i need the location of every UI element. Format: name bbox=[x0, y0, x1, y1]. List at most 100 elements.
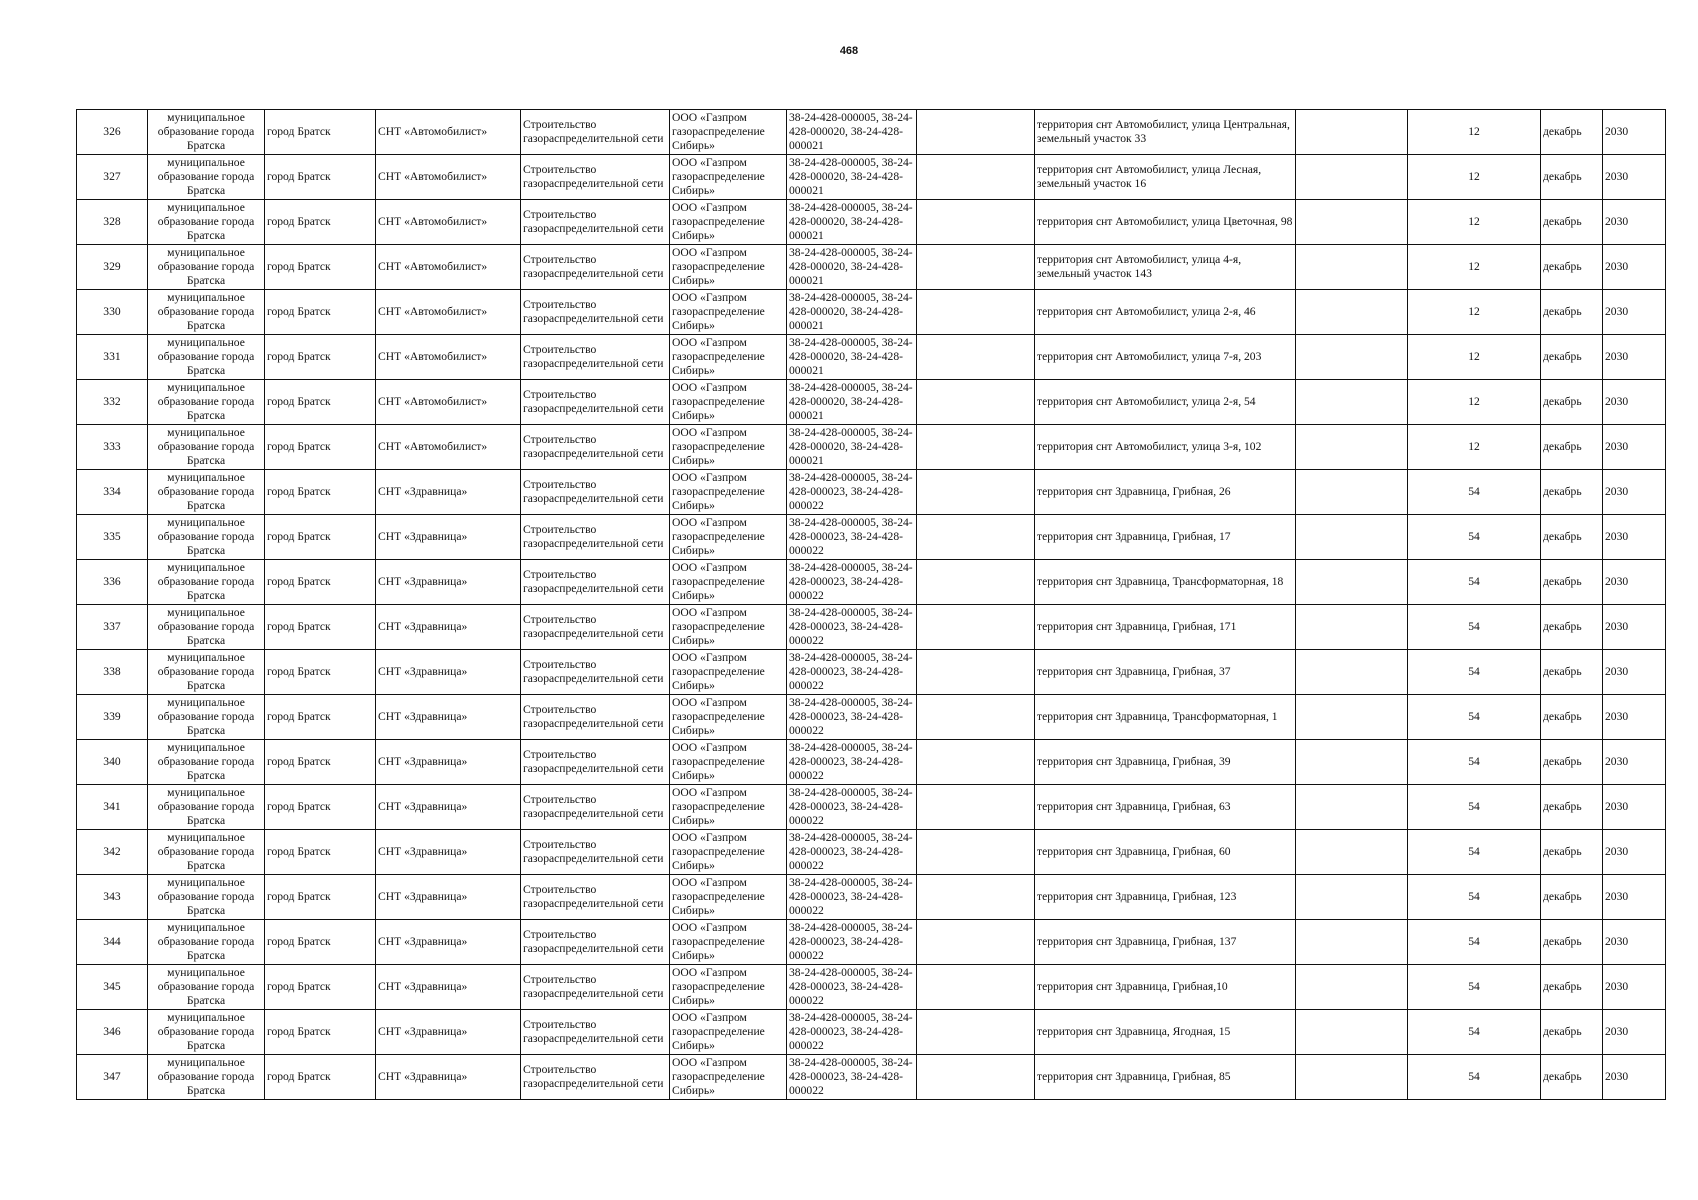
work-type-cell: Строительство газораспределительной сети bbox=[520, 604, 670, 650]
snt-name-cell: СНТ «Здравница» bbox=[375, 964, 521, 1010]
row-number-cell: 333 bbox=[76, 424, 148, 470]
municipality-cell: муниципальное образование города Братска bbox=[147, 1054, 265, 1100]
settlement-cell: город Братск bbox=[264, 964, 376, 1010]
table-row: 344 муниципальное образование города Брат… bbox=[76, 919, 1666, 965]
settlement-cell: город Братск bbox=[264, 784, 376, 830]
cadastral-numbers-cell: 38-24-428-000005, 38-24-428-000023, 38-2… bbox=[786, 514, 917, 560]
table-row: 332 муниципальное образование города Брат… bbox=[76, 379, 1666, 425]
settlement-cell: город Братск bbox=[264, 559, 376, 605]
month-cell: декабрь bbox=[1540, 109, 1603, 155]
municipality-cell: муниципальное образование города Братска bbox=[147, 784, 265, 830]
work-type-cell: Строительство газораспределительной сети bbox=[520, 964, 670, 1010]
empty-cell-cell bbox=[1295, 154, 1408, 200]
empty-cell-cell bbox=[1295, 649, 1408, 695]
snt-name-cell: СНТ «Здравница» bbox=[375, 604, 521, 650]
work-type-cell: Строительство газораспределительной сети bbox=[520, 829, 670, 875]
cadastral-numbers-cell: 38-24-428-000005, 38-24-428-000020, 38-2… bbox=[786, 244, 917, 290]
work-type-cell: Строительство газораспределительной сети bbox=[520, 649, 670, 695]
municipality-cell: муниципальное образование города Братска bbox=[147, 244, 265, 290]
empty-cell-cell bbox=[916, 244, 1035, 290]
table-row: 331 муниципальное образование города Брат… bbox=[76, 334, 1666, 380]
organization-cell: ООО «Газпром газораспределение Сибирь» bbox=[669, 919, 787, 965]
empty-cell-cell bbox=[1295, 694, 1408, 740]
empty-cell-cell bbox=[1295, 244, 1408, 290]
address-cell: территория снт Автомобилист, улица Центр… bbox=[1034, 109, 1296, 155]
table-row: 347 муниципальное образование города Брат… bbox=[76, 1054, 1666, 1100]
organization-cell: ООО «Газпром газораспределение Сибирь» bbox=[669, 874, 787, 920]
empty-cell-cell bbox=[1295, 334, 1408, 380]
quantity-cell: 12 bbox=[1407, 154, 1541, 200]
cadastral-numbers-cell: 38-24-428-000005, 38-24-428-000023, 38-2… bbox=[786, 694, 917, 740]
cadastral-numbers-cell: 38-24-428-000005, 38-24-428-000023, 38-2… bbox=[786, 874, 917, 920]
municipality-cell: муниципальное образование города Братска bbox=[147, 604, 265, 650]
settlement-cell: город Братск bbox=[264, 694, 376, 740]
settlement-cell: город Братск bbox=[264, 379, 376, 425]
quantity-cell: 54 bbox=[1407, 694, 1541, 740]
cadastral-numbers-cell: 38-24-428-000005, 38-24-428-000020, 38-2… bbox=[786, 334, 917, 380]
row-number-cell: 345 bbox=[76, 964, 148, 1010]
year-cell: 2030 bbox=[1602, 829, 1666, 875]
empty-cell-cell bbox=[1295, 199, 1408, 245]
quantity-cell: 54 bbox=[1407, 559, 1541, 605]
work-type-cell: Строительство газораспределительной сети bbox=[520, 334, 670, 380]
year-cell: 2030 bbox=[1602, 784, 1666, 830]
work-type-cell: Строительство газораспределительной сети bbox=[520, 469, 670, 515]
quantity-cell: 54 bbox=[1407, 829, 1541, 875]
month-cell: декабрь bbox=[1540, 964, 1603, 1010]
snt-name-cell: СНТ «Автомобилист» bbox=[375, 289, 521, 335]
address-cell: территория снт Здравница, Трансформаторн… bbox=[1034, 559, 1296, 605]
settlement-cell: город Братск bbox=[264, 469, 376, 515]
year-cell: 2030 bbox=[1602, 604, 1666, 650]
empty-cell-cell bbox=[916, 919, 1035, 965]
quantity-cell: 54 bbox=[1407, 964, 1541, 1010]
cadastral-numbers-cell: 38-24-428-000005, 38-24-428-000023, 38-2… bbox=[786, 469, 917, 515]
table-row: 343 муниципальное образование города Брат… bbox=[76, 874, 1666, 920]
quantity-cell: 12 bbox=[1407, 244, 1541, 290]
settlement-cell: город Братск bbox=[264, 604, 376, 650]
snt-name-cell: СНТ «Здравница» bbox=[375, 1009, 521, 1055]
address-cell: территория снт Здравница, Грибная,10 bbox=[1034, 964, 1296, 1010]
empty-cell-cell bbox=[916, 469, 1035, 515]
empty-cell-cell bbox=[1295, 379, 1408, 425]
month-cell: декабрь bbox=[1540, 739, 1603, 785]
cadastral-numbers-cell: 38-24-428-000005, 38-24-428-000023, 38-2… bbox=[786, 604, 917, 650]
work-type-cell: Строительство газораспределительной сети bbox=[520, 1054, 670, 1100]
snt-name-cell: СНТ «Автомобилист» bbox=[375, 199, 521, 245]
quantity-cell: 54 bbox=[1407, 514, 1541, 560]
row-number-cell: 341 bbox=[76, 784, 148, 830]
snt-name-cell: СНТ «Автомобилист» bbox=[375, 379, 521, 425]
settlement-cell: город Братск bbox=[264, 739, 376, 785]
empty-cell-cell bbox=[1295, 469, 1408, 515]
row-number-cell: 329 bbox=[76, 244, 148, 290]
organization-cell: ООО «Газпром газораспределение Сибирь» bbox=[669, 199, 787, 245]
cadastral-numbers-cell: 38-24-428-000005, 38-24-428-000023, 38-2… bbox=[786, 964, 917, 1010]
empty-cell-cell bbox=[916, 1009, 1035, 1055]
empty-cell-cell bbox=[1295, 424, 1408, 470]
month-cell: декабрь bbox=[1540, 1009, 1603, 1055]
empty-cell-cell bbox=[916, 964, 1035, 1010]
empty-cell-cell bbox=[1295, 1054, 1408, 1100]
snt-name-cell: СНТ «Здравница» bbox=[375, 829, 521, 875]
address-cell: территория снт Здравница, Ягодная, 15 bbox=[1034, 1009, 1296, 1055]
organization-cell: ООО «Газпром газораспределение Сибирь» bbox=[669, 829, 787, 875]
municipality-cell: муниципальное образование города Братска bbox=[147, 424, 265, 470]
organization-cell: ООО «Газпром газораспределение Сибирь» bbox=[669, 379, 787, 425]
empty-cell-cell bbox=[916, 559, 1035, 605]
work-type-cell: Строительство газораспределительной сети bbox=[520, 1009, 670, 1055]
empty-cell-cell bbox=[916, 289, 1035, 335]
organization-cell: ООО «Газпром газораспределение Сибирь» bbox=[669, 739, 787, 785]
address-cell: территория снт Здравница, Грибная, 123 bbox=[1034, 874, 1296, 920]
row-number-cell: 342 bbox=[76, 829, 148, 875]
address-cell: территория снт Здравница, Трансформаторн… bbox=[1034, 694, 1296, 740]
snt-name-cell: СНТ «Здравница» bbox=[375, 784, 521, 830]
quantity-cell: 12 bbox=[1407, 199, 1541, 245]
table-row: 329 муниципальное образование города Брат… bbox=[76, 244, 1666, 290]
address-cell: территория снт Автомобилист, улица 2-я, … bbox=[1034, 379, 1296, 425]
year-cell: 2030 bbox=[1602, 379, 1666, 425]
snt-name-cell: СНТ «Автомобилист» bbox=[375, 109, 521, 155]
work-type-cell: Строительство газораспределительной сети bbox=[520, 874, 670, 920]
month-cell: декабрь bbox=[1540, 199, 1603, 245]
row-number-cell: 331 bbox=[76, 334, 148, 380]
work-type-cell: Строительство газораспределительной сети bbox=[520, 424, 670, 470]
address-cell: территория снт Здравница, Грибная, 60 bbox=[1034, 829, 1296, 875]
